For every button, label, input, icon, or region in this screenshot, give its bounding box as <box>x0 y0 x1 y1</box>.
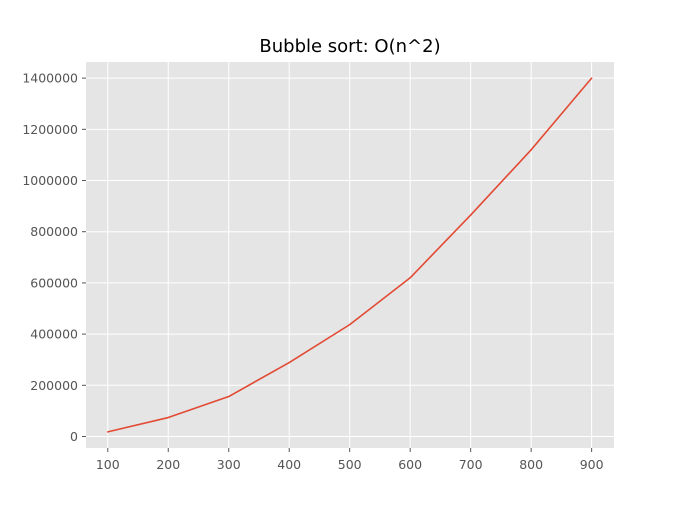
data-point <box>288 361 291 364</box>
series-layer <box>106 77 593 433</box>
x-tick-label: 800 <box>519 457 543 472</box>
data-point <box>469 214 472 216</box>
y-tick-label: 0 <box>70 429 78 444</box>
data-point <box>167 416 170 419</box>
x-tick-label: 900 <box>580 457 604 472</box>
data-point <box>530 148 532 151</box>
y-tick-label: 1000000 <box>22 173 78 188</box>
y-axis-ticks: 0 200000 400000 600000 800000 1000000 1200000 1… <box>22 71 86 444</box>
y-tick-label: 1400000 <box>22 71 78 86</box>
data-point <box>348 323 351 326</box>
y-tick-label: 400000 <box>30 327 78 342</box>
data-point <box>590 77 593 79</box>
x-tick-label: 100 <box>96 457 120 472</box>
x-tick-label: 200 <box>156 457 180 472</box>
y-tick-label: 600000 <box>30 275 78 290</box>
x-tick-label: 500 <box>338 457 362 472</box>
y-tick-label: 200000 <box>30 378 78 393</box>
data-point <box>106 431 109 433</box>
chart-title: Bubble sort: O(n^2) <box>259 36 440 57</box>
x-tick-label: 300 <box>217 457 241 472</box>
data-point <box>227 395 230 398</box>
grid-lines <box>86 62 614 448</box>
x-axis-ticks: 100 200 300 400 500 600 700 800 900 <box>96 448 604 472</box>
x-tick-label: 400 <box>277 457 301 472</box>
y-tick-label: 1200000 <box>22 122 78 137</box>
y-tick-label: 800000 <box>30 224 78 239</box>
x-tick-label: 600 <box>398 457 422 472</box>
x-tick-label: 700 <box>459 457 483 472</box>
data-point <box>409 276 411 279</box>
